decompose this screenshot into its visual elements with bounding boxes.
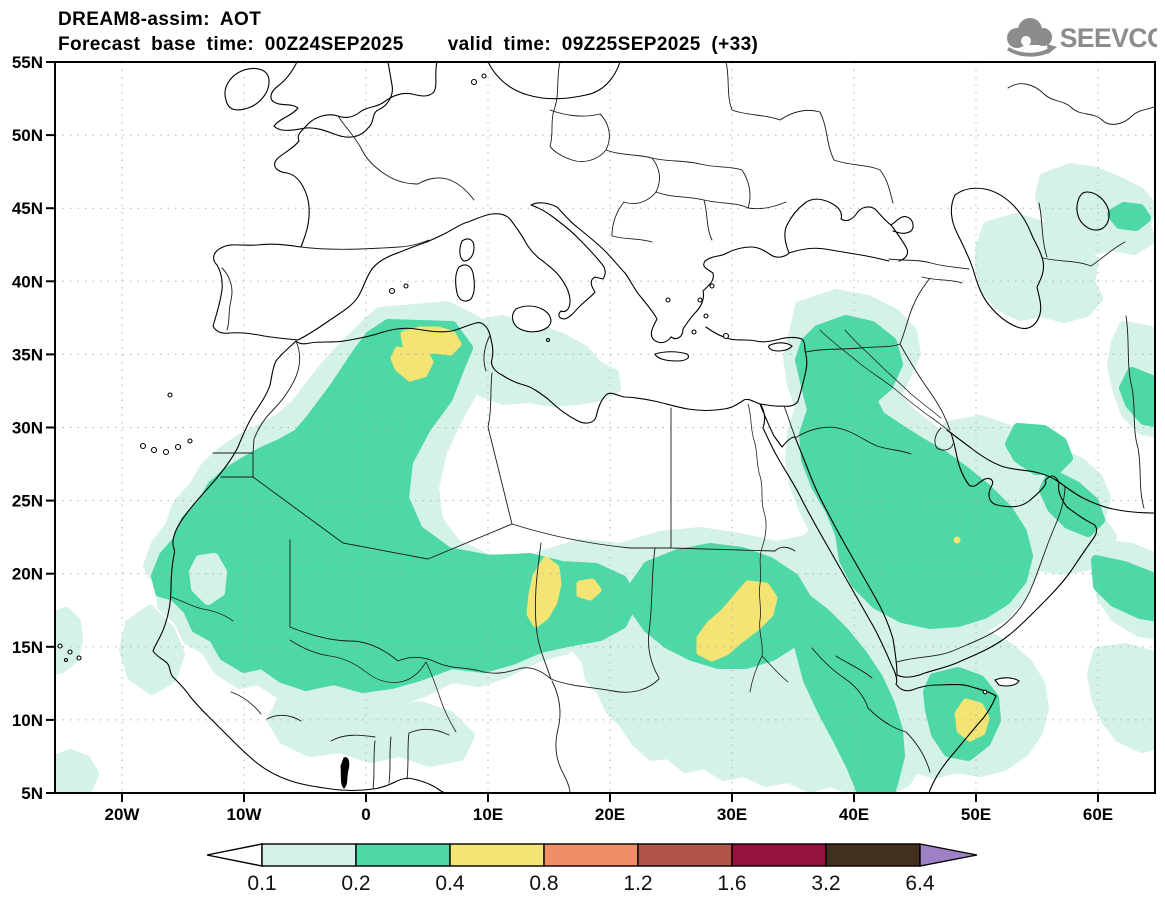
aot-contour-04 bbox=[390, 326, 990, 742]
country-borders bbox=[212, 62, 1155, 793]
legend-cell bbox=[731, 843, 827, 867]
lat-label: 15N bbox=[12, 638, 43, 657]
axis-ticks bbox=[46, 61, 1099, 802]
small-islands bbox=[57, 73, 988, 695]
legend-value-label: 0.2 bbox=[341, 872, 370, 895]
lat-label: 5N bbox=[21, 784, 43, 803]
lon-label: 10W bbox=[227, 805, 263, 824]
aot-legend: 0.1 0.2 0.4 0.8 1.2 1.6 3.2 6.4 bbox=[206, 843, 978, 895]
lat-label: 20N bbox=[12, 565, 43, 584]
lon-label: 20E bbox=[595, 805, 625, 824]
lat-label: 50N bbox=[12, 126, 43, 145]
lon-label: 10E bbox=[473, 805, 503, 824]
lon-label: 20W bbox=[105, 805, 141, 824]
forecast-times-line: Forecast base time: 00Z24SEP2025 valid ti… bbox=[58, 32, 758, 57]
axis-labels: 20W 10W 0 10E 20E 30E 40E 50E 60E 55N 50N 45N 40N 35N… bbox=[12, 53, 1113, 824]
cloud-logo-icon bbox=[1007, 18, 1057, 57]
legend-value-label: 0.8 bbox=[529, 872, 558, 895]
seevccc-logo: SEEVCCC bbox=[1007, 18, 1157, 57]
lon-label: 40E bbox=[839, 805, 869, 824]
legend-value-label: 3.2 bbox=[811, 872, 840, 895]
legend-cell bbox=[261, 843, 357, 867]
coastlines bbox=[57, 62, 1155, 793]
legend-cell bbox=[825, 843, 921, 867]
lat-label: 55N bbox=[12, 53, 43, 72]
legend-cell bbox=[449, 843, 545, 867]
base-time-label: Forecast base time: 00Z24SEP2025 bbox=[58, 34, 404, 55]
lat-label: 40N bbox=[12, 272, 43, 291]
page-title: DREAM8-assim: AOT bbox=[58, 9, 262, 30]
lon-label: 50E bbox=[961, 805, 991, 824]
legend-cell bbox=[355, 843, 451, 867]
legend-above-max-arrow bbox=[919, 843, 978, 867]
legend-value-label: 0.1 bbox=[247, 872, 276, 895]
legend-cell bbox=[637, 843, 733, 867]
lon-label: 60E bbox=[1083, 805, 1113, 824]
lat-label: 25N bbox=[12, 492, 43, 511]
legend-below-min-arrow bbox=[206, 843, 263, 867]
legend-value-label: 1.2 bbox=[623, 872, 652, 895]
legend-value-label: 6.4 bbox=[905, 872, 935, 895]
legend-cell bbox=[543, 843, 639, 867]
valid-time-label: valid time: 09Z25SEP2025 (+33) bbox=[447, 34, 759, 55]
lon-label: 30E bbox=[717, 805, 747, 824]
legend-value-label: 1.6 bbox=[717, 872, 746, 895]
rivers bbox=[170, 329, 951, 733]
lon-label: 0 bbox=[361, 805, 370, 824]
legend-value-label: 0.4 bbox=[435, 872, 465, 895]
logo-text: SEEVCCC bbox=[1060, 23, 1157, 53]
lat-label: 45N bbox=[12, 199, 43, 218]
title-block: DREAM8-assim: AOT Forecast base time: 00… bbox=[58, 7, 758, 57]
lat-label: 10N bbox=[12, 711, 43, 730]
lat-label: 30N bbox=[12, 419, 43, 438]
lat-label: 35N bbox=[12, 345, 43, 364]
